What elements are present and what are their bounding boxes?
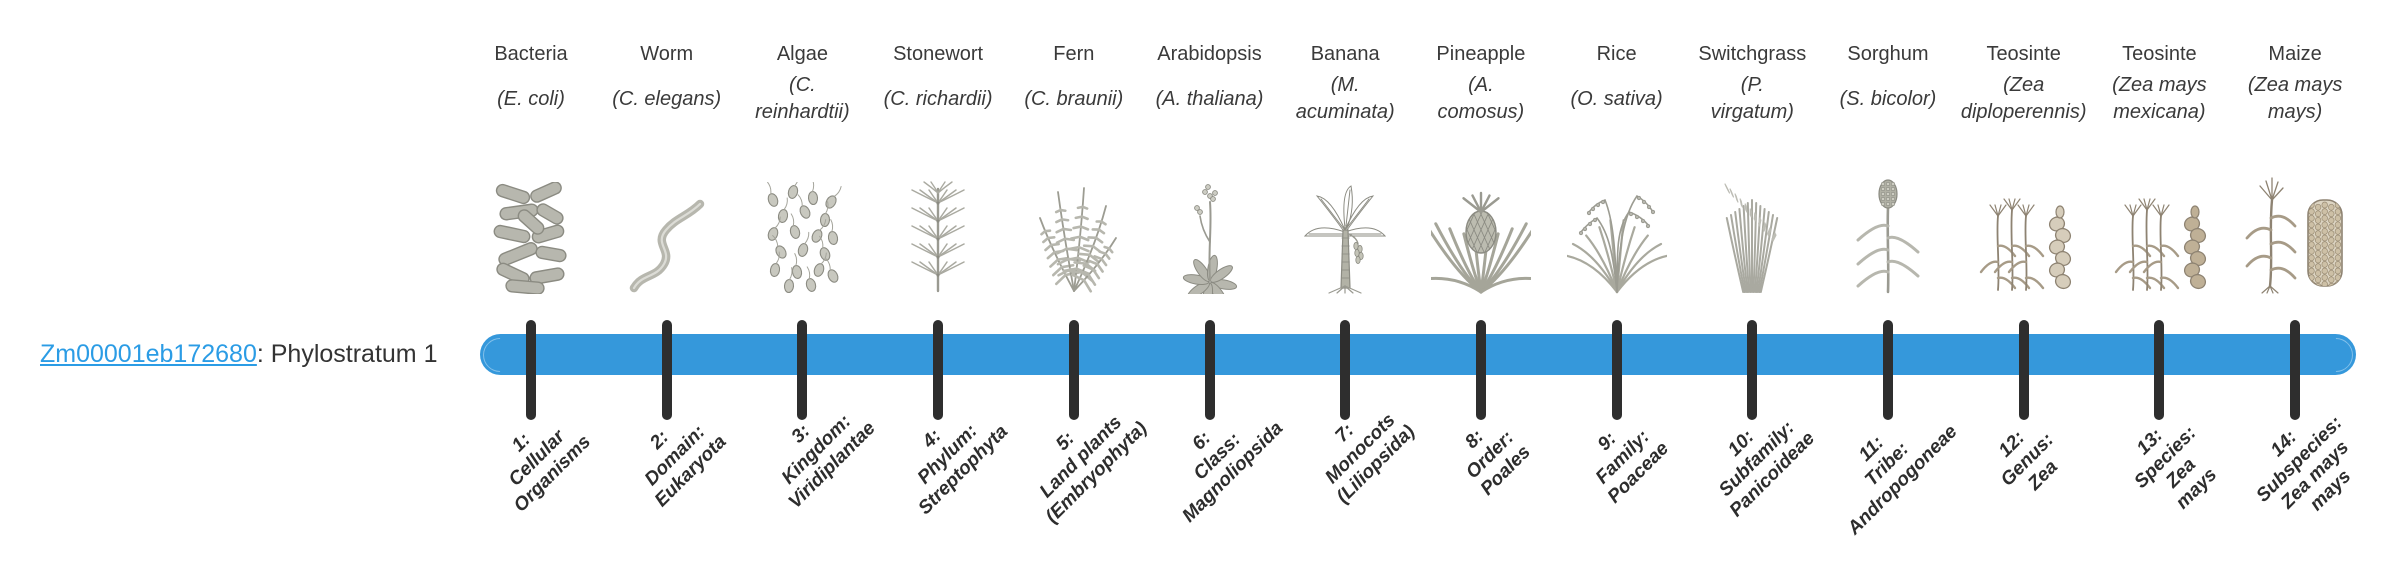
phylostratum-stage-label: 9: Family: Poaceae — [1592, 426, 1674, 508]
organism-scientific-name: (A. comosus) — [1437, 74, 1525, 123]
phylostratum-stage-label: 13: Species: Zea mays — [2130, 422, 2222, 514]
timeline-tick — [661, 320, 672, 420]
stonewort-icon — [862, 134, 1014, 294]
arabidopsis-icon — [1134, 134, 1286, 294]
timeline-tick — [1475, 320, 1486, 420]
phylostratum-stage-label: 4: Phylum: Streptophyta — [913, 420, 1012, 519]
organism-scientific-name: (P. virgatum) — [1710, 74, 1794, 123]
organism-scientific-name: (E. coli) — [497, 87, 565, 110]
timeline-tick — [933, 320, 944, 420]
sorghum-icon — [1812, 134, 1964, 294]
organism-common-name: Switchgrass — [1698, 43, 1807, 65]
organism-common-name: Pineapple — [1436, 43, 1526, 65]
phylostratum-stage-label: 5: Land plants (Embryophyta) — [1035, 411, 1152, 528]
organism-scientific-name: (O. sativa) — [1570, 87, 1663, 110]
phylostratum-stage-label: 10: Subfamily: Panicoideae — [1715, 417, 1820, 522]
banana-icon — [1269, 134, 1421, 294]
organism-scientific-name: (A. thaliana) — [1155, 87, 1264, 110]
rice-icon — [1541, 134, 1693, 294]
pineapple-icon — [1405, 134, 1557, 294]
timeline-tick — [2154, 320, 2165, 420]
phylostratum-text: : Phylostratum 1 — [256, 340, 438, 368]
organism-scientific-name: (C. reinhardtii) — [755, 74, 850, 123]
organism-common-name: Fern — [1053, 43, 1095, 65]
organism-scientific-name: (S. bicolor) — [1839, 87, 1937, 110]
organism-scientific-name: (C. richardii) — [883, 87, 993, 110]
phylostratum-stage-label: 3: Kingdom: Viridiplantae — [777, 410, 880, 513]
timeline-tick — [526, 320, 536, 420]
fern-icon — [998, 134, 1150, 294]
timeline-tick — [1611, 320, 1622, 420]
algae-icon — [726, 134, 878, 294]
organism-common-name: Worm — [640, 43, 694, 65]
phylostratum-stage-label: 1: Cellular Organisms — [504, 426, 595, 517]
phylostratum-stage-label: 2: Domain: Eukaryota — [640, 421, 731, 512]
maize-icon — [2219, 134, 2371, 294]
gene-label: Zm00001eb172680: Phylostratum 1 — [40, 340, 438, 369]
timeline-tick — [1340, 320, 1351, 420]
phylostratum-stage-label: 8: Order: Poales — [1460, 426, 1535, 500]
gene-id-link[interactable]: Zm00001eb172680 — [40, 340, 257, 368]
organism-common-name: Maize — [2268, 43, 2322, 65]
phylostratum-stage-label: 14: Subspecies: Zea mays mays — [2252, 412, 2356, 516]
timeline-tick — [2290, 320, 2301, 420]
switchgrass-icon — [1676, 134, 1828, 294]
organism-scientific-name: (C. braunii) — [1024, 87, 1124, 110]
phylostratum-bar — [480, 334, 2356, 375]
organism-scientific-name: (Zea mays mexicana) — [2112, 74, 2207, 123]
teosinte-diplo-icon — [1948, 134, 2100, 294]
organism-scientific-name: (C. elegans) — [612, 87, 722, 110]
organism-common-name: Algae — [776, 43, 828, 65]
timeline-tick — [1747, 320, 1758, 420]
organism-scientific-name: (Zea diploperennis) — [1960, 74, 2087, 123]
timeline-tick — [1068, 320, 1079, 420]
organism-common-name: Bacteria — [494, 43, 568, 65]
organism-common-name: Rice — [1596, 43, 1637, 65]
organism-scientific-name: (Zea mays mays) — [2247, 74, 2343, 123]
organism-common-name: Teosinte — [2122, 43, 2197, 65]
organism-common-name: Stonewort — [893, 43, 984, 65]
organism-common-name: Teosinte — [1986, 43, 2061, 65]
organism-scientific-name: (M. acuminata) — [1295, 74, 1395, 123]
phylostratum-stage-label: 6: Class: Magnoliopsida — [1177, 417, 1287, 527]
phylostratum-stage-label: 12: Genus: Zea — [1995, 427, 2063, 495]
organism-common-name: Arabidopsis — [1157, 43, 1262, 65]
worm-icon — [591, 134, 743, 294]
timeline-tick — [1204, 320, 1215, 420]
timeline-tick — [797, 320, 808, 420]
bacteria-icon — [455, 134, 607, 294]
phylostratum-stage-label: 7: Monocots (Liliopsida) — [1321, 409, 1420, 508]
organism-common-name: Sorghum — [1847, 43, 1929, 65]
teosinte-mexicana-icon — [2083, 134, 2235, 294]
organism-common-name: Banana — [1310, 43, 1380, 65]
timeline-tick — [2018, 320, 2029, 420]
timeline-tick — [1883, 320, 1893, 420]
